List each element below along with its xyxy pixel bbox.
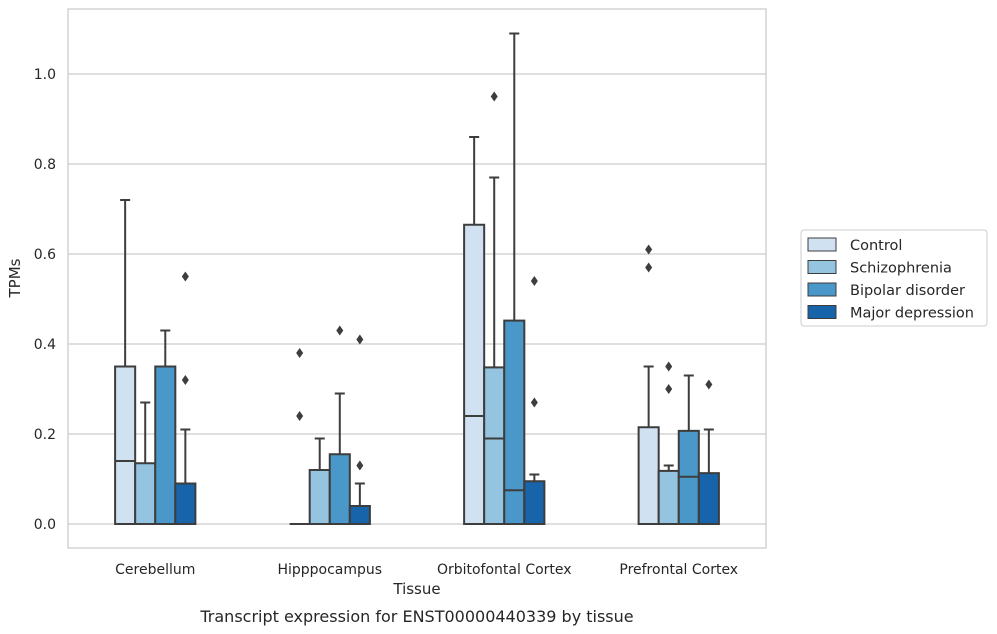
box [154,365,177,525]
outlier-point [645,244,653,255]
outlier-point [530,397,538,408]
outlier-point [181,375,189,385]
y-tick-label: 0.8 [34,157,56,173]
box-group [308,437,331,525]
box-group [463,136,486,525]
box-group [657,361,680,525]
y-tick-label: 0.0 [34,517,56,533]
box [657,469,680,525]
box [637,426,660,525]
legend-label: Bipolar disorder [850,283,965,299]
box [328,453,351,525]
outlier-point [296,348,304,358]
box-group [134,401,157,525]
box-group [154,329,177,525]
box-group [523,276,546,525]
legend-label: Schizophrenia [850,261,952,277]
outlier-point [665,361,673,372]
y-tick-label: 0.4 [34,337,56,353]
box-group [637,244,660,525]
boxes-layer [114,32,720,526]
outlier-point [705,379,713,390]
x-axis-ticks: Cerebellum Hipppocampus Orbitofontal Corte… [115,562,738,578]
outlier-point [665,384,673,394]
box [483,366,506,525]
outlier-point [645,262,653,273]
outlier-point [296,411,304,421]
box [308,469,331,525]
x-tick-label: Hipppocampus [277,562,382,578]
x-tick-label: Cerebellum [115,562,195,578]
legend-swatch [807,260,837,274]
box-group [174,271,197,525]
box [503,319,526,525]
x-axis-label: Tissue [392,580,440,598]
box-group [503,32,526,525]
outlier-point [356,460,364,471]
legend-swatch [807,305,837,319]
outlier-point [530,276,538,286]
outlier-point [181,271,189,282]
legend-swatch [807,282,837,297]
plot-frame [67,8,767,549]
y-tick-label: 1.0 [34,67,56,83]
outlier-point [490,91,498,102]
box [348,505,371,525]
x-tick-label: Orbitofontal Cortex [437,562,572,578]
legend-frame [800,229,988,327]
outlier-point [336,325,344,336]
legend-swatch [807,237,837,252]
outlier-point [356,334,364,345]
y-tick-label: 0.2 [34,427,56,443]
x-tick-label: Prefrontal Cortex [619,562,738,578]
box [134,462,157,525]
box-group [697,379,720,525]
y-axis-label: TPMs [6,258,24,298]
box-group [328,325,351,525]
box-group [348,334,371,525]
box [114,365,137,525]
chart-caption: Transcript expression for ENST0000044033… [199,607,633,626]
box [463,223,486,525]
legend: Control Schizophrenia Bipolar disorder Majo… [800,229,988,327]
y-tick-label: 0.6 [34,247,56,263]
box-group [483,91,506,525]
y-axis-ticks: 0.0 0.2 0.4 0.6 0.8 1.0 [34,67,56,533]
legend-label: Major depression [850,306,974,322]
box-group [677,374,700,526]
box [523,480,546,525]
box [174,482,197,525]
legend-label: Control [850,238,902,254]
box-group [114,199,137,525]
box [697,472,720,525]
box-group [289,348,310,525]
